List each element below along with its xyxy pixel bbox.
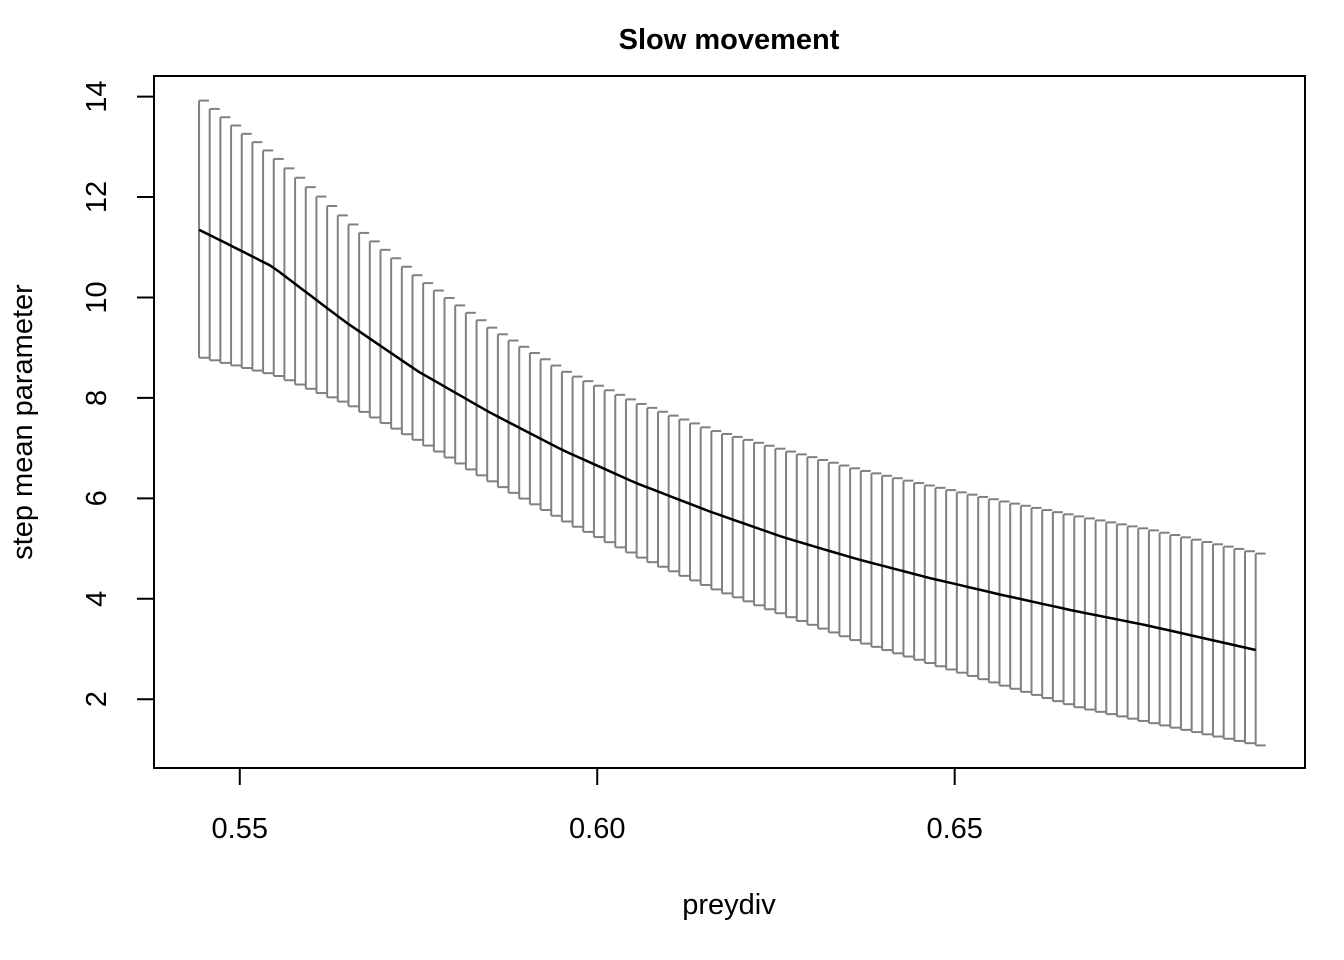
y-tick-label: 2 bbox=[81, 691, 113, 707]
chart-title: Slow movement bbox=[619, 24, 840, 56]
plot-frame bbox=[153, 75, 1306, 769]
y-axis: 2 4 6 8 10 12 14 bbox=[81, 80, 155, 707]
y-tick-label: 6 bbox=[81, 490, 113, 506]
error-bars bbox=[198, 99, 1266, 747]
x-tick-label: 0.65 bbox=[926, 813, 982, 845]
y-axis-label: step mean parameter bbox=[7, 284, 39, 560]
y-tick-label: 12 bbox=[81, 181, 113, 213]
x-axis-label: preydiv bbox=[682, 889, 776, 921]
y-tick-label: 10 bbox=[81, 281, 113, 313]
x-axis: 0.55 0.60 0.65 bbox=[212, 767, 983, 845]
x-tick-label: 0.55 bbox=[212, 813, 268, 845]
series-line bbox=[198, 228, 1256, 652]
x-tick-label: 0.60 bbox=[569, 813, 625, 845]
y-tick-label: 4 bbox=[81, 591, 113, 607]
y-tick-label: 14 bbox=[81, 80, 113, 112]
y-tick-label: 8 bbox=[81, 390, 113, 406]
series-layer bbox=[198, 228, 1256, 652]
